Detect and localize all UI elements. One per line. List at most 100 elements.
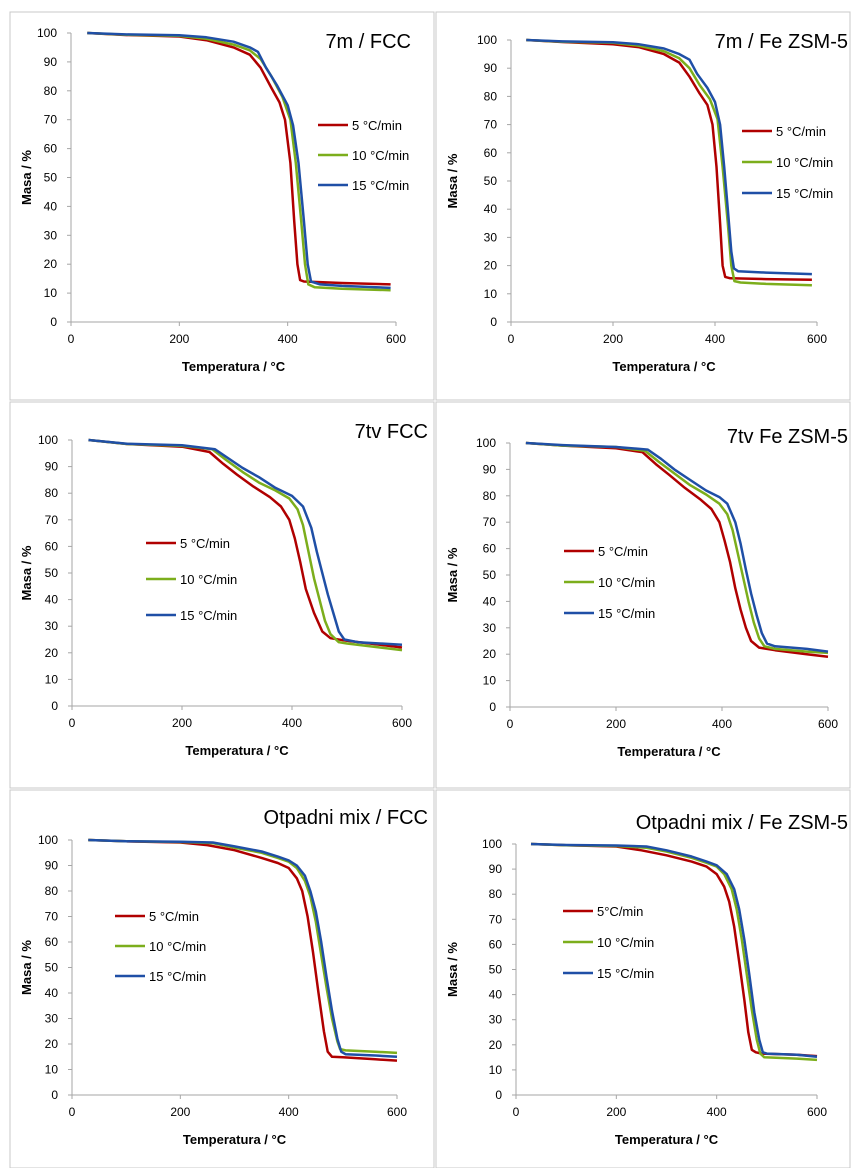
y-axis-title: Masa / % [19, 150, 34, 205]
y-tick-label: 70 [483, 515, 497, 529]
x-tick-label: 600 [818, 717, 838, 731]
panel-border [435, 401, 851, 789]
chart-title: Otpadni mix / Fe ZSM-5 [636, 812, 848, 834]
y-tick-label: 30 [484, 230, 498, 244]
series-line-3 [88, 438, 403, 647]
y-tick-label: 20 [45, 1037, 59, 1051]
y-tick-label: 80 [489, 887, 503, 901]
y-tick-label: 10 [483, 674, 497, 688]
y-tick-label: 100 [38, 833, 58, 847]
series-line-2 [530, 842, 818, 1062]
y-axis-title: Masa / % [19, 545, 34, 600]
y-tick-label: 20 [484, 259, 498, 273]
chart-panel-4: 0 10 20 30 40 50 60 70 80 90 100 0 200 400 600 Temperat… [435, 401, 851, 789]
x-tick-label: 600 [387, 1105, 407, 1119]
y-tick-label: 60 [483, 542, 497, 556]
y-tick-label: 80 [483, 489, 497, 503]
legend-label-1: 5 °C/min [352, 118, 402, 133]
y-tick-label: 0 [489, 700, 496, 714]
chart-title: Otpadni mix / FCC [264, 807, 428, 829]
y-tick-label: 100 [477, 33, 497, 47]
y-tick-label: 80 [45, 486, 59, 500]
series-line-1 [525, 441, 829, 659]
y-tick-label: 10 [45, 672, 59, 686]
y-tick-label: 0 [495, 1088, 502, 1102]
y-tick-label: 0 [490, 315, 497, 329]
y-tick-label: 90 [489, 862, 503, 876]
x-tick-label: 200 [606, 717, 626, 731]
x-tick-label: 600 [807, 1105, 827, 1119]
chart-panel-1: 0 10 20 30 40 50 60 70 80 90 100 0 200 400 600 Temperat… [9, 11, 435, 401]
x-tick-label: 0 [69, 1105, 76, 1119]
chart-panel-5: 0 10 20 30 40 50 60 70 80 90 100 0 200 400 600 Temperat… [9, 789, 435, 1168]
series-line-1 [88, 838, 398, 1062]
x-tick-label: 200 [603, 332, 623, 346]
legend-label-2: 10 °C/min [598, 575, 655, 590]
y-tick-label: 50 [44, 171, 58, 185]
y-tick-label: 50 [45, 566, 59, 580]
x-tick-label: 600 [392, 716, 412, 730]
y-axis-title: Masa / % [445, 153, 460, 208]
y-tick-label: 10 [45, 1063, 59, 1077]
y-tick-label: 10 [44, 286, 58, 300]
series-line-1 [87, 31, 391, 286]
y-tick-label: 70 [45, 513, 59, 527]
x-axis-title: Temperatura / °C [612, 359, 716, 374]
series-line-1 [530, 842, 818, 1058]
y-tick-label: 80 [44, 84, 58, 98]
y-tick-label: 20 [44, 257, 58, 271]
y-tick-label: 20 [483, 647, 497, 661]
y-tick-label: 30 [45, 619, 59, 633]
chart-panel-3: 0 10 20 30 40 50 60 70 80 90 100 0 200 400 600 Temperat… [9, 401, 435, 789]
legend-label-1: 5°C/min [597, 904, 643, 919]
chart-title: 7m / Fe ZSM-5 [715, 31, 848, 53]
y-tick-label: 60 [44, 142, 58, 156]
x-tick-label: 400 [705, 332, 725, 346]
series-line-2 [87, 31, 391, 292]
y-tick-label: 100 [37, 26, 57, 40]
panel-border [9, 11, 435, 401]
x-tick-label: 0 [68, 332, 75, 346]
legend-label-2: 10 °C/min [149, 939, 206, 954]
legend-label-1: 5 °C/min [776, 124, 826, 139]
series-line-3 [526, 38, 812, 276]
y-tick-label: 0 [50, 315, 57, 329]
x-tick-label: 0 [507, 717, 514, 731]
legend-label-1: 5 °C/min [149, 909, 199, 924]
y-tick-label: 70 [489, 912, 503, 926]
x-tick-label: 200 [606, 1105, 626, 1119]
y-tick-label: 40 [489, 988, 503, 1002]
y-tick-label: 40 [45, 986, 59, 1000]
y-tick-label: 0 [51, 699, 58, 713]
chart-title: 7tv Fe ZSM-5 [727, 426, 848, 448]
x-tick-label: 200 [170, 1105, 190, 1119]
y-tick-label: 90 [44, 55, 58, 69]
y-tick-label: 90 [45, 859, 59, 873]
y-tick-label: 90 [483, 462, 497, 476]
x-axis-title: Temperatura / °C [617, 744, 721, 759]
series-line-3 [88, 838, 398, 1059]
panel-border [435, 789, 851, 1168]
y-tick-label: 0 [51, 1088, 58, 1102]
y-tick-label: 100 [476, 436, 496, 450]
x-tick-label: 600 [386, 332, 406, 346]
series-line-3 [530, 842, 818, 1059]
x-tick-label: 0 [513, 1105, 520, 1119]
x-tick-label: 400 [279, 1105, 299, 1119]
legend-label-3: 15 °C/min [149, 969, 206, 984]
x-tick-label: 0 [69, 716, 76, 730]
y-tick-label: 80 [484, 89, 498, 103]
x-tick-label: 400 [282, 716, 302, 730]
legend-label-3: 15 °C/min [598, 606, 655, 621]
chart-title: 7m / FCC [325, 31, 411, 53]
y-axis-title: Masa / % [445, 547, 460, 602]
series-line-1 [526, 38, 812, 281]
y-tick-label: 60 [489, 937, 503, 951]
chart-panel-2: 0 10 20 30 40 50 60 70 80 90 100 0 200 400 600 Temperat… [435, 11, 851, 401]
y-tick-label: 50 [483, 568, 497, 582]
y-tick-label: 50 [45, 961, 59, 975]
series-line-2 [88, 438, 403, 652]
legend-label-3: 15 °C/min [352, 178, 409, 193]
x-axis-title: Temperatura / °C [615, 1132, 719, 1147]
y-tick-label: 80 [45, 884, 59, 898]
